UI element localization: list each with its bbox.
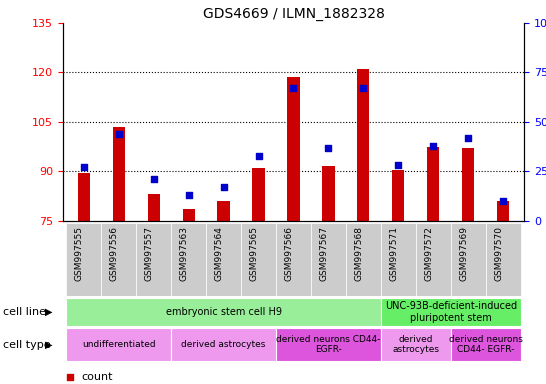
Text: GSM997572: GSM997572 [424, 227, 434, 281]
Text: GSM997571: GSM997571 [389, 227, 399, 281]
Bar [497, 201, 509, 221]
Text: undifferentiated: undifferentiated [82, 340, 156, 349]
Bar [451, 223, 486, 296]
Bar [206, 223, 241, 296]
Bar [241, 223, 276, 296]
Text: cell type: cell type [3, 339, 50, 350]
Text: GSM997569: GSM997569 [459, 227, 468, 281]
Text: UNC-93B-deficient-induced
pluripotent stem: UNC-93B-deficient-induced pluripotent st… [385, 301, 517, 323]
Bar [322, 166, 335, 221]
Bar [252, 168, 265, 221]
Text: GSM997557: GSM997557 [145, 227, 153, 281]
Text: embryonic stem cell H9: embryonic stem cell H9 [165, 307, 282, 317]
Bar [78, 173, 90, 221]
Text: ▶: ▶ [45, 339, 53, 350]
Bar [381, 298, 521, 326]
Point [79, 164, 88, 170]
Bar [276, 223, 311, 296]
Text: derived neurons
CD44- EGFR-: derived neurons CD44- EGFR- [449, 335, 523, 354]
Text: GSM997563: GSM997563 [180, 227, 188, 281]
Bar [287, 78, 300, 221]
Bar [171, 328, 276, 361]
Point [499, 198, 508, 204]
Point [254, 152, 263, 159]
Bar [392, 170, 405, 221]
Bar [112, 127, 125, 221]
Bar [101, 223, 136, 296]
Bar [311, 223, 346, 296]
Text: GSM997565: GSM997565 [250, 227, 258, 281]
Bar [346, 223, 381, 296]
Bar [486, 223, 521, 296]
Bar [451, 328, 521, 361]
Point [394, 162, 403, 169]
Point [429, 142, 438, 149]
Text: derived neurons CD44-
EGFR-: derived neurons CD44- EGFR- [276, 335, 381, 354]
Text: GSM997567: GSM997567 [319, 227, 329, 281]
Bar [357, 69, 370, 221]
Point [219, 184, 228, 190]
Point [66, 374, 74, 380]
Bar [462, 148, 474, 221]
Text: derived astrocytes: derived astrocytes [181, 340, 266, 349]
Bar [136, 223, 171, 296]
Title: GDS4669 / ILMN_1882328: GDS4669 / ILMN_1882328 [203, 7, 384, 21]
Point [149, 176, 158, 182]
Text: ▶: ▶ [45, 307, 53, 317]
Point [114, 131, 123, 137]
Point [289, 85, 298, 91]
Text: GSM997555: GSM997555 [75, 227, 84, 281]
Bar [276, 328, 381, 361]
Text: GSM997568: GSM997568 [354, 227, 364, 281]
Bar [381, 328, 451, 361]
Point [464, 135, 473, 141]
Bar [66, 223, 101, 296]
Bar [182, 209, 195, 221]
Bar [416, 223, 451, 296]
Bar [217, 201, 230, 221]
Point [359, 85, 368, 91]
Bar [427, 147, 440, 221]
Bar [381, 223, 416, 296]
Bar [66, 298, 381, 326]
Text: GSM997570: GSM997570 [494, 227, 503, 281]
Text: count: count [81, 372, 112, 382]
Bar [171, 223, 206, 296]
Bar [147, 194, 160, 221]
Text: derived
astrocytes: derived astrocytes [393, 335, 440, 354]
Bar [66, 328, 171, 361]
Text: GSM997566: GSM997566 [284, 227, 294, 281]
Text: GSM997556: GSM997556 [110, 227, 118, 281]
Text: cell line: cell line [3, 307, 46, 317]
Point [324, 144, 333, 151]
Text: GSM997564: GSM997564 [215, 227, 223, 281]
Point [184, 192, 193, 198]
